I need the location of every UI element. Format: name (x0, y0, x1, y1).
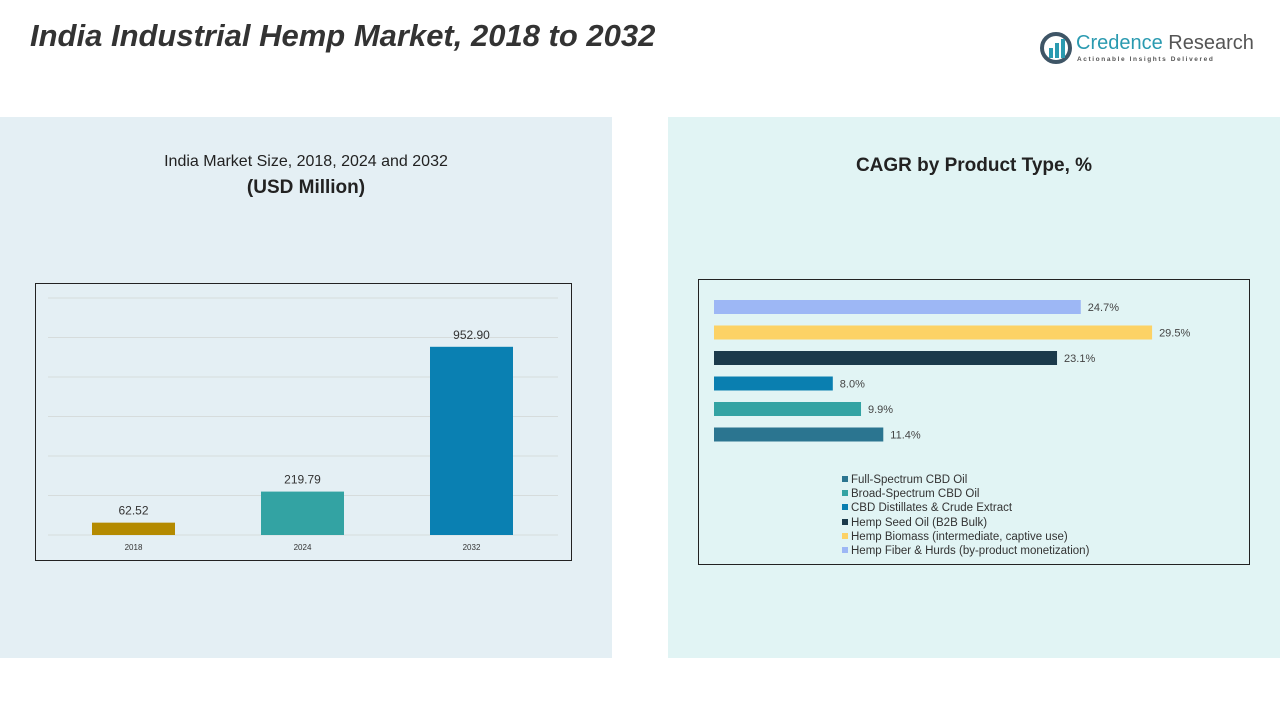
bar-broad-spectrum-cbd-oil (714, 402, 862, 416)
bar-2032 (430, 346, 513, 535)
legend-label: CBD Distillates & Crude Extract (851, 502, 1013, 515)
bar-hemp-fiber-hurds-by-product-monetization- (714, 300, 1081, 314)
legend-item: Broad-Spectrum CBD Oil (842, 487, 1089, 501)
bar-chart-subtitle: (USD Million) (246, 177, 366, 198)
bar-value-label: 23.1% (1064, 353, 1095, 365)
logo-brand-2: Research (1162, 32, 1254, 54)
legend-swatch (842, 532, 848, 539)
legend-item: Hemp Biomass (intermediate, captive use) (842, 530, 1089, 544)
bar-value-label: 11.4% (890, 430, 921, 442)
bar-value-label: 219.79 (284, 473, 321, 487)
bar-value-label: 9.9% (868, 404, 893, 416)
legend-label: Hemp Biomass (intermediate, captive use) (851, 530, 1068, 543)
logo-icon (1040, 32, 1072, 64)
cagr-chart: 24.7% 29.5% 23.1% 8.0% 9.9% 11.4% (698, 279, 1250, 565)
legend-swatch (842, 518, 848, 525)
bar-cbd-distillates-crude-extract (714, 376, 833, 391)
bar-value-label: 29.5% (1159, 328, 1190, 340)
bar-2024 (261, 491, 344, 535)
bar-hemp-seed-oil-b2b-bulk- (714, 351, 1058, 365)
market-size-chart: 62.52 2018 219.79 2024 952.90 2032 (35, 283, 572, 561)
legend-item: CBD Distillates & Crude Extract (842, 501, 1089, 515)
cagr-svg: 24.7% 29.5% 23.1% 8.0% 9.9% 11.4% (714, 300, 1190, 442)
page-title: India Industrial Hemp Market, 2018 to 20… (30, 18, 656, 53)
legend-swatch (842, 504, 848, 511)
market-size-svg: 62.52 2018 219.79 2024 952.90 2032 (48, 297, 558, 552)
legend-swatch (842, 490, 848, 497)
legend-item: Hemp Fiber & Hurds (by-product monetizat… (842, 544, 1089, 558)
logo: Credence Research Actionable Insights De… (1040, 32, 1254, 69)
legend-label: Broad-Spectrum CBD Oil (851, 488, 980, 501)
cagr-legend: Full-Spectrum CBD Oil Broad-Spectrum CBD … (842, 473, 1089, 558)
legend-swatch (842, 476, 848, 482)
legend-item: Hemp Seed Oil (B2B Bulk) (842, 516, 1089, 530)
bar-chart-title: India Market Size, 2018, 2024 and 2032 (164, 153, 448, 170)
legend-label: Full-Spectrum CBD Oil (851, 474, 968, 486)
x-tick-label: 2024 (294, 543, 312, 552)
bar-value-label: 62.52 (118, 504, 148, 518)
legend-label: Hemp Seed Oil (B2B Bulk) (851, 516, 988, 529)
cagr-chart-title: CAGR by Product Type, % (855, 155, 1093, 176)
bar-hemp-biomass-intermediate-captive-use- (714, 325, 1153, 340)
x-tick-label: 2018 (125, 543, 143, 552)
legend-item: Full-Spectrum CBD Oil (842, 473, 1089, 487)
logo-brand: Credence (1076, 32, 1163, 54)
legend-swatch (842, 547, 848, 554)
bar-full-spectrum-cbd-oil (714, 427, 884, 442)
bar-value-label: 8.0% (840, 379, 865, 391)
bar-value-label: 952.90 (453, 328, 490, 342)
bar-2018 (92, 522, 175, 535)
x-tick-label: 2032 (463, 543, 481, 552)
legend-label: Hemp Fiber & Hurds (by-product monetizat… (851, 545, 1090, 558)
bar-value-label: 24.7% (1088, 302, 1119, 314)
logo-tagline: Actionable Insights Delivered (1077, 56, 1215, 63)
